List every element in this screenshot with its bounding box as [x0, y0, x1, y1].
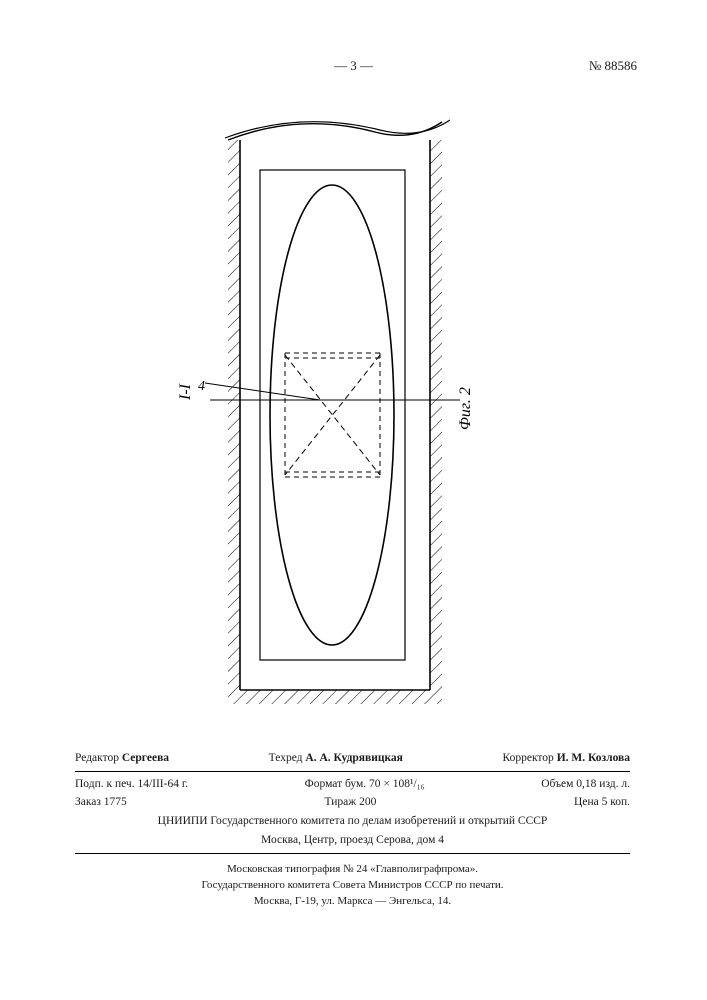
divider-1 — [75, 771, 630, 772]
organisation: ЦНИИПИ Государственного комитета по дела… — [75, 813, 630, 830]
section-label: I-I — [177, 383, 194, 401]
order-no: Заказ 1775 — [75, 794, 127, 811]
print-date: Подп. к печ. 14/III-64 г. — [75, 776, 188, 793]
colophon-line-1: Московская типография № 24 «Главполиграф… — [75, 862, 630, 878]
footer-metadata: Редактор Сергеева Техред А. А. Кудрявицк… — [75, 750, 630, 910]
colophon-line-2: Государственного комитета Совета Министр… — [75, 878, 630, 894]
figure-diagram: I-I 4 Фиг. 2 — [150, 100, 550, 720]
volume: Объем 0,18 изд. л. — [541, 776, 630, 793]
meta-row-2: Заказ 1775 Тираж 200 Цена 5 коп. — [75, 794, 630, 811]
print-run: Тираж 200 — [325, 794, 377, 811]
diagram-svg: I-I 4 Фиг. 2 — [150, 100, 550, 720]
organisation-address: Москва, Центр, проезд Серова, дом 4 — [75, 832, 630, 849]
part-label-4: 4 — [198, 379, 205, 394]
page-number: — 3 — — [334, 58, 373, 74]
document-number: № 88586 — [589, 58, 637, 74]
editor: Редактор Сергеева — [75, 750, 169, 767]
divider-2 — [75, 853, 630, 854]
meta-row-1: Подп. к печ. 14/III-64 г. Формат бум. 70… — [75, 776, 630, 793]
figure-label: Фиг. 2 — [457, 387, 474, 430]
price: Цена 5 коп. — [574, 794, 630, 811]
proofreader: Корректор И. М. Козлова — [503, 750, 630, 767]
credits-row: Редактор Сергеева Техред А. А. Кудрявицк… — [75, 750, 630, 767]
colophon-line-3: Москва, Г-19, ул. Маркса — Энгельса, 14. — [75, 894, 630, 910]
colophon: Московская типография № 24 «Главполиграф… — [75, 862, 630, 910]
paper-format: Формат бум. 70 × 108¹/₁₆ — [305, 776, 425, 793]
tech-editor: Техред А. А. Кудрявицкая — [269, 750, 403, 767]
